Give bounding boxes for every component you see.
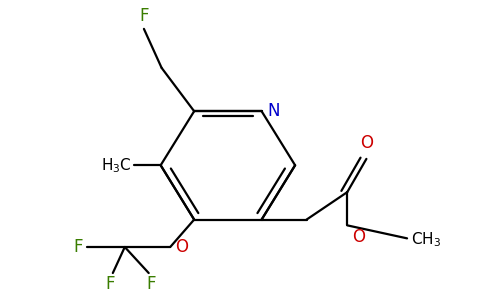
Text: O: O: [352, 228, 365, 246]
Text: F: F: [139, 7, 149, 25]
Text: H$_3$C: H$_3$C: [101, 156, 132, 175]
Text: F: F: [146, 275, 156, 293]
Text: N: N: [267, 102, 280, 120]
Text: O: O: [175, 238, 188, 256]
Text: O: O: [360, 134, 373, 152]
Text: F: F: [73, 238, 83, 256]
Text: F: F: [106, 275, 115, 293]
Text: CH$_3$: CH$_3$: [411, 230, 441, 249]
